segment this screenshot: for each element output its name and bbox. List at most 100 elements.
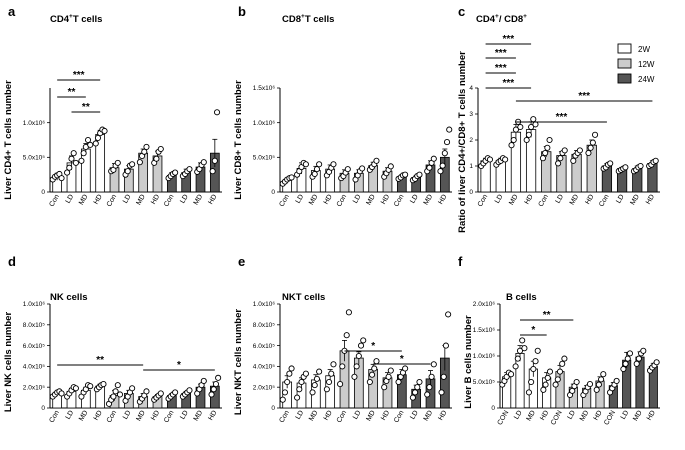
data-point [517, 123, 524, 131]
data-point [129, 385, 136, 392]
y-tick-label: 1.5x10⁶ [253, 85, 276, 92]
data-point [438, 389, 445, 396]
data-point [87, 383, 94, 390]
data-point [514, 355, 521, 362]
data-point [209, 168, 216, 175]
data-point [101, 127, 108, 135]
data-point [351, 373, 358, 380]
data-point [622, 360, 629, 367]
x-tick-label: HD [207, 410, 218, 422]
x-tick-label: Con [393, 193, 406, 208]
data-point [439, 162, 446, 169]
data-point [512, 363, 519, 370]
title-sup: + [495, 13, 499, 20]
y-tick-label: 1.0x10⁶ [253, 301, 276, 308]
data-point [328, 370, 335, 377]
x-tick-label: MD [508, 194, 520, 207]
x-tick-label: MD [193, 194, 205, 207]
data-point [129, 161, 136, 168]
data-point [653, 359, 660, 366]
data-point [279, 396, 286, 403]
data-point [87, 141, 94, 148]
x-tick-label: Con [106, 193, 119, 208]
data-point [323, 386, 330, 393]
data-point [92, 140, 99, 147]
x-tick-label: Con [477, 193, 490, 208]
x-tick-label: LD [179, 194, 190, 205]
data-point [186, 166, 193, 173]
data-point [357, 342, 365, 349]
x-tick-label: LD [555, 194, 566, 205]
data-point [589, 139, 596, 146]
data-point [68, 155, 75, 162]
x-tick-label: Con [163, 193, 176, 208]
data-point [519, 337, 526, 344]
data-point [613, 377, 620, 385]
x-tick-label: HD [584, 194, 595, 206]
data-point [635, 355, 642, 362]
significance-label: * [177, 360, 181, 371]
data-point [311, 382, 318, 389]
data-point [208, 391, 215, 398]
data-point [412, 389, 419, 396]
data-point [540, 386, 547, 393]
panel-label: a [8, 4, 16, 19]
x-tick-label: MD [423, 194, 435, 207]
x-tick-label: CON [550, 410, 564, 427]
x-tick-label: LD [65, 194, 76, 205]
chart-title: CD8+T cells [282, 13, 334, 25]
panel-label: d [8, 254, 16, 269]
title-part: T cells [73, 14, 103, 25]
x-tick-label: Con [278, 193, 291, 208]
y-tick-label: 0 [491, 405, 495, 412]
data-point [521, 345, 528, 352]
data-point [544, 374, 551, 381]
x-tick-label: HD [593, 410, 604, 422]
data-point [309, 389, 316, 396]
data-point [72, 385, 79, 392]
y-tick-label: 4 [469, 85, 473, 92]
y-tick-label: 1.0x10⁶ [253, 120, 276, 127]
data-point [430, 361, 437, 368]
data-point [523, 136, 530, 144]
chart-title: CD4+/ CD8+ [476, 13, 527, 25]
x-tick-label: HD [150, 410, 161, 422]
significance-label: ** [82, 102, 90, 113]
x-tick-label: LD [295, 194, 306, 205]
x-tick-label: HD [150, 194, 161, 206]
data-point [546, 368, 554, 375]
x-tick-label: HD [645, 194, 656, 206]
data-point [556, 368, 564, 375]
data-point [530, 365, 537, 373]
data-point [369, 371, 376, 378]
data-point [298, 378, 305, 386]
panel-e: e NKT cells Liver NKT cells number 0 2.0x10⁵… [233, 254, 452, 424]
data-point [539, 155, 547, 162]
data-point [157, 390, 164, 397]
significance-label: *** [502, 34, 514, 45]
data-point [440, 373, 447, 380]
y-tick-label: 0 [41, 405, 45, 412]
data-point [110, 393, 117, 400]
data-point [58, 390, 65, 397]
data-point [78, 157, 85, 164]
significance-label: *** [578, 91, 590, 102]
legend-swatch [617, 58, 632, 69]
data-point [355, 352, 362, 360]
data-point [313, 375, 320, 382]
data-point [373, 157, 380, 164]
data-point [595, 381, 602, 388]
panel-d: d NK cells Liver NK cells number 0 2.0x10⁵ 4.… [3, 254, 222, 424]
x-tick-label: MD [135, 410, 147, 423]
y-axis-label: Liver CD4+ T cells number [3, 80, 14, 200]
title-part: CD4 [50, 14, 70, 25]
data-point [210, 386, 217, 393]
panel-label: b [238, 4, 246, 19]
data-point [525, 131, 532, 138]
x-tick-label: Con [537, 193, 550, 208]
y-tick-label: 4.0x10⁵ [253, 364, 276, 371]
data-point [200, 377, 207, 385]
y-tick-label: 1.5x10⁶ [473, 327, 496, 334]
y-tick-label: 5.0x10⁵ [253, 155, 276, 162]
data-point [339, 363, 346, 370]
